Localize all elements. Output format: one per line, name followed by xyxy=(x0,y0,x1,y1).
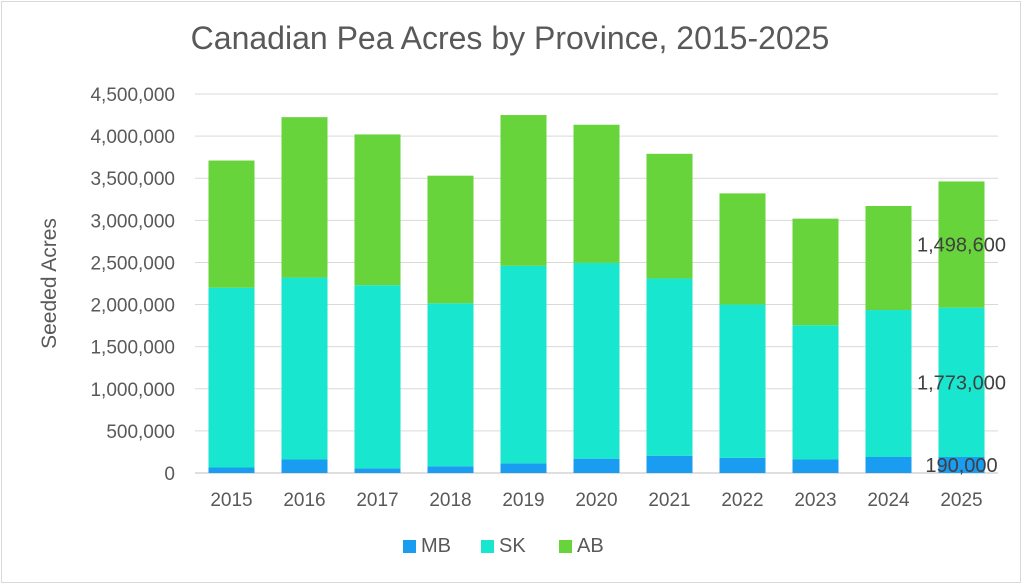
x-tick-label: 2023 xyxy=(794,490,836,511)
bar-ab-2024 xyxy=(865,206,912,311)
bar-ab-2018 xyxy=(427,175,474,304)
bar-sk-2021 xyxy=(646,278,693,456)
bar-ab-2023 xyxy=(792,218,839,326)
data-label-ab-2025: 1,498,600 xyxy=(917,235,1006,257)
x-tick-label: 2015 xyxy=(210,490,252,511)
y-axis-ticks: 0 500,000 1,000,000 1,500,000 2,000,000 2,500… xyxy=(90,85,175,485)
bar-mb-2018 xyxy=(427,466,474,473)
x-tick-label: 2016 xyxy=(283,490,325,511)
x-tick-label: 2019 xyxy=(502,490,544,511)
y-tick-label: 4,000,000 xyxy=(90,127,175,148)
y-tick-label: 1,500,000 xyxy=(90,338,175,359)
bar-mb-2020 xyxy=(573,458,620,473)
bars xyxy=(208,115,985,473)
bar-sk-2017 xyxy=(354,285,401,469)
legend-swatch-mb xyxy=(403,540,416,553)
data-label-sk-2025: 1,773,000 xyxy=(917,372,1006,394)
bar-ab-2015 xyxy=(208,160,255,288)
legend-swatch-ab xyxy=(559,540,572,553)
bar-mb-2023 xyxy=(792,459,839,473)
x-tick-label: 2022 xyxy=(721,490,763,511)
bar-mb-2019 xyxy=(500,463,547,473)
bar-sk-2018 xyxy=(427,303,474,467)
legend-label-mb: MB xyxy=(421,535,451,557)
bar-mb-2015 xyxy=(208,467,255,473)
legend-label-sk: SK xyxy=(499,535,526,557)
bar-sk-2019 xyxy=(500,265,547,464)
bar-sk-2015 xyxy=(208,287,255,468)
y-axis-label: Seeded Acres xyxy=(38,218,61,349)
bar-ab-2017 xyxy=(354,134,401,286)
bar-mb-2017 xyxy=(354,468,401,473)
bar-sk-2025 xyxy=(938,307,985,457)
bar-mb-2025 xyxy=(938,456,985,473)
x-tick-label: 2025 xyxy=(940,490,982,511)
bar-ab-2025 xyxy=(938,181,985,308)
bar-sk-2023 xyxy=(792,325,839,460)
y-tick-label: 2,500,000 xyxy=(90,253,175,274)
legend-label-ab: AB xyxy=(577,535,604,557)
x-tick-label: 2021 xyxy=(648,490,690,511)
y-tick-label: 500,000 xyxy=(106,422,175,443)
bar-mb-2024 xyxy=(865,456,912,473)
x-axis-ticks: 2015 2016 2017 2018 2019 2020 2021 2022 2023 2024… xyxy=(210,490,982,511)
bar-sk-2020 xyxy=(573,262,620,459)
data-labels: 190,000 1,773,000 1,498,600 xyxy=(917,235,1006,477)
bar-ab-2022 xyxy=(719,193,766,305)
y-tick-label: 4,500,000 xyxy=(90,85,175,106)
bar-sk-2024 xyxy=(865,310,912,457)
y-tick-label: 3,000,000 xyxy=(90,211,175,232)
bar-sk-2022 xyxy=(719,304,766,458)
bar-mb-2022 xyxy=(719,457,766,473)
x-tick-label: 2024 xyxy=(867,490,910,511)
bar-sk-2016 xyxy=(281,277,328,460)
y-tick-label: 2,000,000 xyxy=(90,296,175,317)
y-tick-label: 3,500,000 xyxy=(90,169,175,190)
bar-ab-2020 xyxy=(573,124,620,263)
chart-title: Canadian Pea Acres by Province, 2015-202… xyxy=(190,20,830,56)
bar-ab-2016 xyxy=(281,117,328,278)
bar-mb-2016 xyxy=(281,459,328,473)
bar-mb-2021 xyxy=(646,455,693,473)
bar-ab-2021 xyxy=(646,153,693,279)
x-tick-label: 2018 xyxy=(429,490,471,511)
y-tick-label: 1,000,000 xyxy=(90,380,175,401)
y-tick-label: 0 xyxy=(164,464,175,485)
legend-swatch-sk xyxy=(481,540,494,553)
x-tick-label: 2017 xyxy=(356,490,398,511)
data-label-mb-2025: 190,000 xyxy=(925,455,997,477)
bar-ab-2019 xyxy=(500,115,547,266)
legend: MB SK AB xyxy=(403,535,604,557)
x-tick-label: 2020 xyxy=(575,490,617,511)
